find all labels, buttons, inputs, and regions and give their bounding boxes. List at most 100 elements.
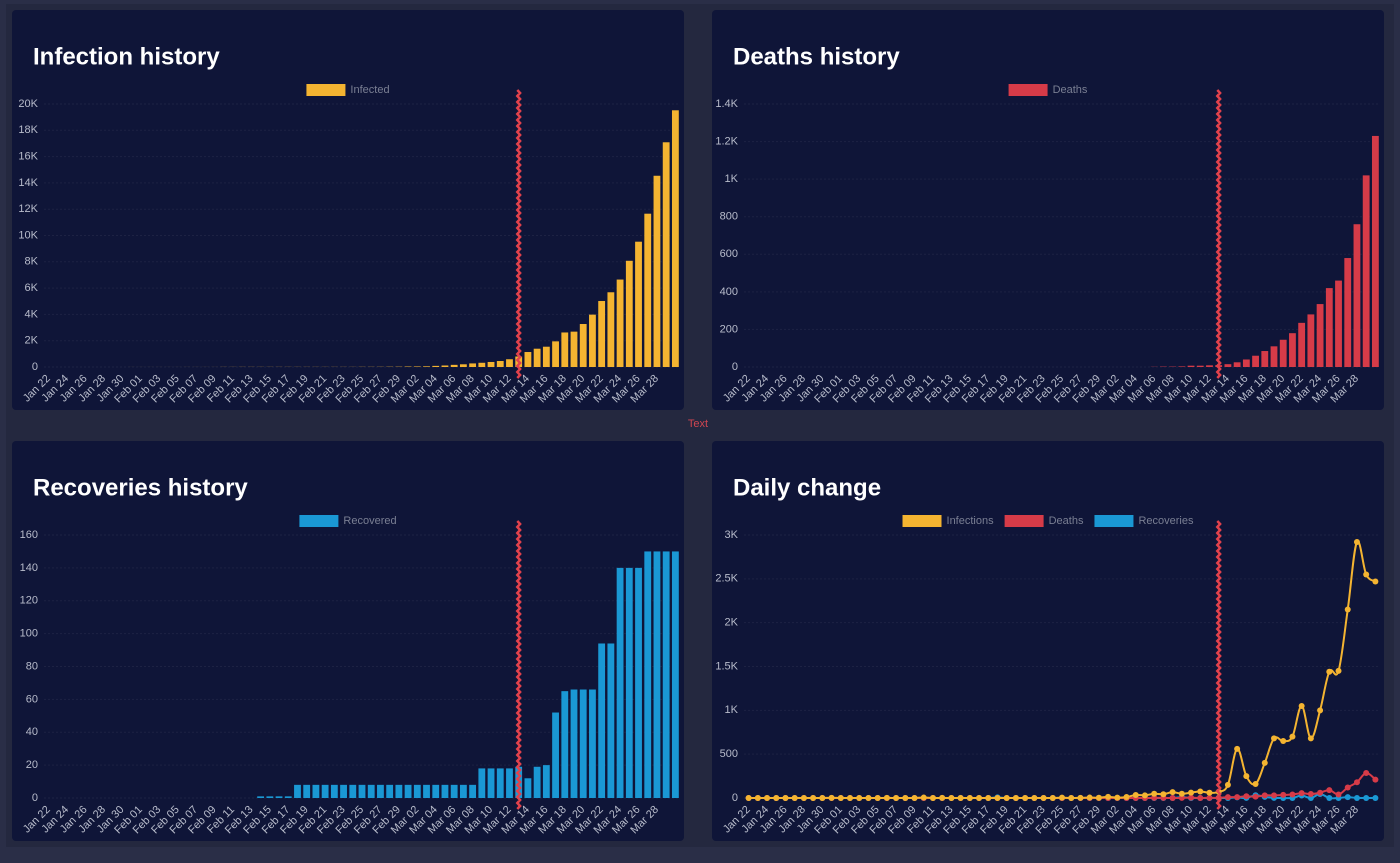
bar <box>1224 364 1232 367</box>
bar <box>561 691 569 798</box>
point <box>1224 794 1231 801</box>
bar <box>349 784 357 798</box>
y-tick-label: 0 <box>32 792 38 804</box>
point <box>791 795 798 801</box>
bar <box>1196 365 1204 367</box>
y-tick-label: 1K <box>725 704 739 716</box>
bar <box>478 768 486 798</box>
y-tick-label: 1K <box>725 173 739 185</box>
legend-swatch <box>902 515 942 527</box>
point <box>1003 795 1010 801</box>
legend: Recovered <box>299 515 397 527</box>
bar <box>598 301 606 367</box>
point <box>1317 789 1324 796</box>
marker-line <box>515 89 522 379</box>
bar <box>478 362 486 367</box>
y-tick-label: 600 <box>720 248 738 260</box>
bar <box>616 279 624 367</box>
y-tick-label: 60 <box>26 693 38 705</box>
legend: Infected <box>306 84 390 96</box>
y-tick-label: 40 <box>26 726 38 738</box>
point <box>1261 759 1268 766</box>
bar <box>579 324 587 367</box>
point <box>1307 791 1314 798</box>
bar <box>386 784 394 798</box>
panel <box>712 441 1384 841</box>
chart-title: Daily change <box>733 474 881 501</box>
point <box>754 795 761 801</box>
bar <box>561 332 569 367</box>
legend-swatch <box>306 84 346 96</box>
point <box>782 795 789 801</box>
bar <box>1270 346 1278 367</box>
y-tick-label: 10K <box>18 229 38 241</box>
bar <box>607 292 615 367</box>
point <box>800 795 807 801</box>
bar <box>589 314 596 367</box>
point <box>985 795 992 801</box>
point <box>865 795 872 801</box>
bar <box>533 348 541 367</box>
point <box>1280 738 1287 745</box>
bar <box>625 260 633 367</box>
legend: Infections Deaths Recoveries <box>902 515 1194 527</box>
bar <box>616 567 624 798</box>
marker-line <box>515 520 522 810</box>
point <box>1206 794 1213 801</box>
bar <box>312 784 320 798</box>
point <box>911 795 918 801</box>
point <box>1059 794 1065 801</box>
point <box>1197 795 1204 801</box>
point <box>819 795 826 801</box>
bar <box>1325 288 1333 367</box>
point <box>1123 794 1130 801</box>
bar <box>653 551 661 798</box>
point <box>966 795 973 801</box>
bar <box>1187 365 1195 367</box>
marker-line <box>1215 89 1222 379</box>
y-tick-label: 1.5K <box>715 660 738 672</box>
point <box>1105 793 1112 800</box>
panel <box>712 10 1384 410</box>
point <box>1243 773 1250 780</box>
bar <box>1178 366 1186 367</box>
point <box>1252 780 1259 787</box>
annotation-text: Text <box>688 418 708 430</box>
bar <box>1242 359 1250 367</box>
point <box>1022 795 1029 801</box>
bar <box>671 551 679 798</box>
legend-swatch <box>1094 515 1134 527</box>
bar <box>506 359 513 367</box>
bar <box>450 364 458 367</box>
bar <box>487 361 495 367</box>
bar <box>469 784 477 798</box>
point <box>1280 791 1287 798</box>
y-tick-label: 140 <box>20 562 38 574</box>
point <box>957 795 964 801</box>
bar <box>570 331 578 367</box>
y-tick-label: 16K <box>18 151 38 163</box>
point <box>1132 792 1139 799</box>
bar <box>395 784 403 798</box>
bar <box>432 784 440 798</box>
bar <box>635 567 642 798</box>
panel <box>12 441 684 841</box>
bar <box>1261 351 1269 367</box>
bar <box>441 365 449 367</box>
y-tick-label: 120 <box>20 595 38 607</box>
bar <box>367 784 375 798</box>
y-tick-label: 0 <box>732 361 738 373</box>
point <box>1363 795 1370 801</box>
y-tick-label: 12K <box>18 203 38 215</box>
bar <box>542 765 550 798</box>
y-tick-label: 6K <box>25 282 39 294</box>
bar <box>1233 362 1241 367</box>
point <box>1372 795 1379 801</box>
bar <box>607 643 615 798</box>
bar <box>358 784 366 798</box>
point <box>1077 794 1084 801</box>
legend-swatch <box>299 515 339 527</box>
point <box>1197 788 1204 795</box>
bar <box>330 784 338 798</box>
point <box>1068 795 1075 801</box>
